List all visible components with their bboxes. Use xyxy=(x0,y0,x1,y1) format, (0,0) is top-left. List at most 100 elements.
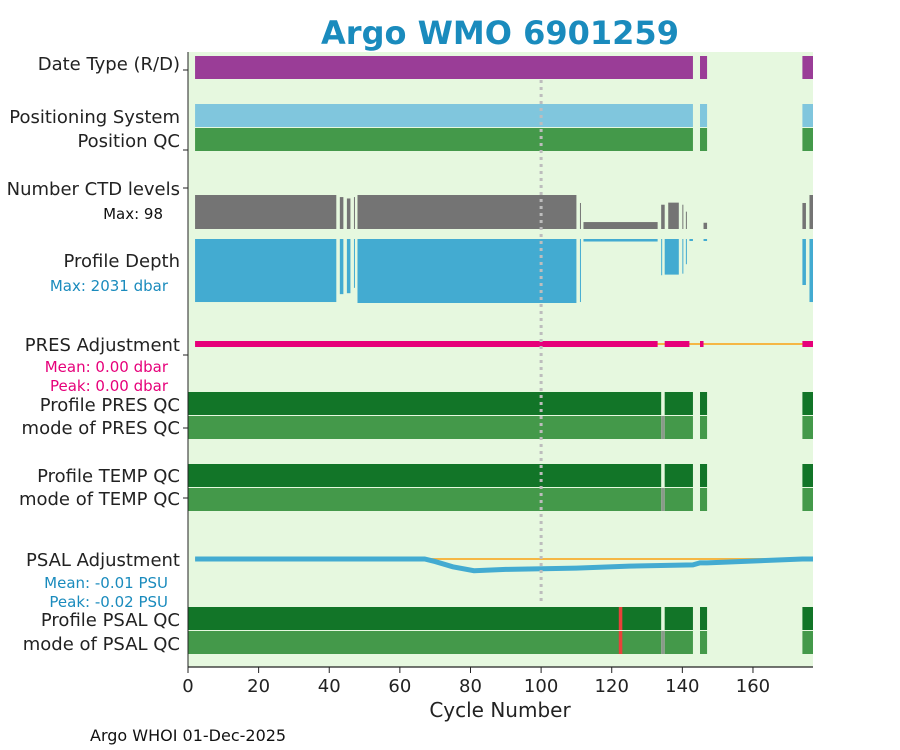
profile-psal-qc-bar xyxy=(802,607,813,630)
mode-pres-qc-bar xyxy=(664,416,693,439)
ctd-levels-bar xyxy=(668,202,679,229)
row-labels: Date Type (R/D) Positioning System Posit… xyxy=(7,54,180,655)
profile-temp-qc-bar xyxy=(188,464,662,487)
mode-pres-qc-gray-mark xyxy=(661,416,665,439)
psal-adjustment-line xyxy=(195,556,813,574)
profile-depth-bar xyxy=(661,239,663,276)
mode-temp-qc-gray-mark xyxy=(661,488,665,511)
label-profile-temp-qc: Profile TEMP QC xyxy=(37,466,180,487)
label-number-ctd-levels: Number CTD levels xyxy=(7,179,180,200)
position-qc-bar xyxy=(802,128,813,151)
ctd-levels-bar xyxy=(339,197,344,229)
ctd-levels-bar xyxy=(346,198,351,229)
label-mode-pres-qc: mode of PRES QC xyxy=(22,418,180,439)
mode-temp-qc-bar xyxy=(700,488,708,511)
ctd-levels-bar xyxy=(809,195,813,229)
x-tick-label: 140 xyxy=(665,676,699,697)
label-mode-temp-qc: mode of TEMP QC xyxy=(19,489,180,510)
pres-mean-label: Mean: 0.00 dbar xyxy=(45,358,169,376)
x-tick-label: 100 xyxy=(524,676,558,697)
label-position-qc: Position QC xyxy=(77,131,180,152)
label-profile-pres-qc: Profile PRES QC xyxy=(40,395,180,416)
profile-depth-bar xyxy=(689,239,693,241)
mode-psal-qc-bar xyxy=(188,631,662,654)
profile-psal-qc-bar xyxy=(664,607,693,630)
ctd-max-label: Max: 98 xyxy=(103,205,163,223)
position-qc-bar xyxy=(195,128,693,151)
ctd-levels-bar xyxy=(357,195,577,229)
chart-title: Argo WMO 6901259 xyxy=(321,14,679,52)
label-profile-psal-qc: Profile PSAL QC xyxy=(41,610,180,631)
footer-credit: Argo WHOI 01-Dec-2025 xyxy=(90,726,286,745)
pres-adjustment-mark xyxy=(195,341,658,347)
positioning-bar xyxy=(700,104,708,127)
profile-depth-bar xyxy=(583,239,658,242)
profile-psal-qc-bar xyxy=(700,607,708,630)
mode-psal-qc-bar xyxy=(700,631,708,654)
label-profile-depth: Profile Depth xyxy=(63,251,180,272)
ctd-levels-bar xyxy=(682,204,684,229)
psal-mean-label: Mean: -0.01 PSU xyxy=(44,574,168,592)
profile-depth-bar xyxy=(685,239,687,265)
profile-temp-qc-bar xyxy=(802,464,813,487)
x-tick-label: 60 xyxy=(388,676,411,697)
positioning-bar xyxy=(195,104,693,127)
profile-depth-bar xyxy=(682,239,684,274)
profile-depth-bar xyxy=(703,239,708,241)
label-date-type: Date Type (R/D) xyxy=(38,54,180,75)
psal-peak-label: Peak: -0.02 PSU xyxy=(49,593,168,611)
label-positioning-system: Positioning System xyxy=(9,107,180,128)
label-mode-psal-qc: mode of PSAL QC xyxy=(23,634,180,655)
x-tick-label: 0 xyxy=(182,676,193,697)
position-qc-bar xyxy=(700,128,708,151)
profile-depth-bar xyxy=(346,239,351,294)
profile-psal-qc-bar xyxy=(188,607,662,630)
datetype-bar xyxy=(700,56,708,79)
ctd-levels-bar xyxy=(583,222,658,229)
profile-temp-qc-bar xyxy=(700,464,708,487)
x-tick-label: 20 xyxy=(247,676,270,697)
profile-pres-qc-bar xyxy=(802,392,813,415)
mode-psal-qc-bar xyxy=(802,631,813,654)
profile-depth-bar xyxy=(664,239,679,275)
profile-depth-bar xyxy=(339,239,344,295)
mode-pres-qc-bar xyxy=(188,416,662,439)
row-stats: Max: 98 Max: 2031 dbar Mean: 0.00 dbar P… xyxy=(44,205,169,611)
profile-depth-bar xyxy=(353,239,355,288)
ctd-levels-bar xyxy=(579,202,581,229)
label-psal-adjustment: PSAL Adjustment xyxy=(26,550,180,571)
x-tick-label: 80 xyxy=(459,676,482,697)
profile-depth-bar xyxy=(802,239,806,286)
pres-adjustment-mark xyxy=(802,341,813,347)
x-tick-label: 160 xyxy=(736,676,770,697)
ctd-levels-bar xyxy=(703,222,708,229)
x-axis-label: Cycle Number xyxy=(429,698,571,722)
profile-pres-qc-bar xyxy=(188,392,662,415)
positioning-bar xyxy=(802,104,813,127)
mode-psal-qc-bad-mark xyxy=(618,631,623,654)
mode-temp-qc-bar xyxy=(188,488,662,511)
ctd-levels-bar xyxy=(353,197,355,229)
mode-psal-qc-bar xyxy=(664,631,693,654)
profile-pres-qc-bar xyxy=(700,392,708,415)
label-pres-adjustment: PRES Adjustment xyxy=(25,335,180,356)
profile-pres-qc-bar xyxy=(664,392,693,415)
pres-adjustment-mark xyxy=(664,341,690,347)
ctd-levels-bar xyxy=(685,211,687,229)
ctd-levels-bar xyxy=(661,204,665,229)
profile-depth-bar xyxy=(579,239,581,303)
datetype-bar xyxy=(195,56,693,79)
pres-adjustment-mark xyxy=(700,341,704,347)
ctd-levels-bar xyxy=(195,195,337,229)
profile-depth-bar xyxy=(195,239,337,303)
datetype-bar xyxy=(802,56,813,79)
profile-depth-bar xyxy=(357,239,577,303)
profile-depth-bar xyxy=(809,239,813,303)
profile-psal-qc-bad-mark xyxy=(618,607,623,630)
pres-peak-label: Peak: 0.00 dbar xyxy=(50,377,169,395)
mode-temp-qc-bar xyxy=(664,488,693,511)
mode-psal-qc-gray-mark xyxy=(661,631,665,654)
mode-pres-qc-bar xyxy=(802,416,813,439)
depth-max-label: Max: 2031 dbar xyxy=(50,277,169,295)
